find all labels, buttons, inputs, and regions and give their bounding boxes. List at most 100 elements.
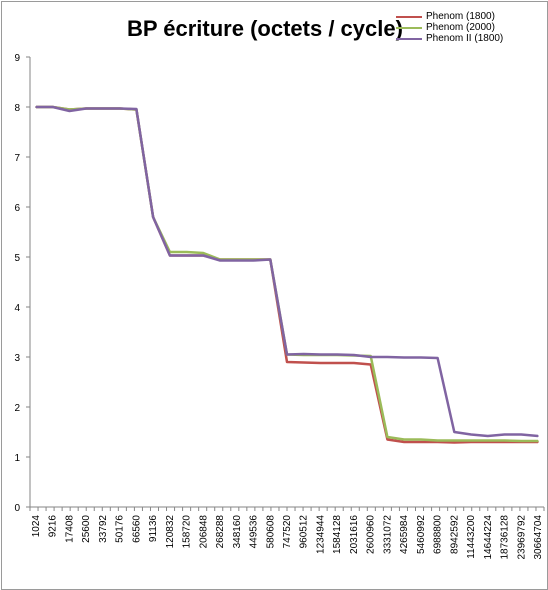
y-tick-label: 2 xyxy=(14,403,20,414)
legend-swatch-phenom-1800 xyxy=(396,16,422,18)
x-tick-label: 17408 xyxy=(64,515,75,543)
x-tick-label: 2031616 xyxy=(349,515,360,554)
x-tick-label: 206848 xyxy=(198,515,209,549)
data-point xyxy=(403,356,405,359)
data-point xyxy=(470,433,472,436)
data-point xyxy=(202,252,205,254)
legend-label-phenom-1800: Phenom (1800) xyxy=(426,11,495,22)
x-tick-label: 9216 xyxy=(48,515,59,538)
legend-label-phenom-ii-1800: Phenom II (1800) xyxy=(426,33,504,44)
legend-label-phenom-2000: Phenom (2000) xyxy=(426,22,495,33)
x-tick-label: 30664704 xyxy=(533,515,544,560)
data-point xyxy=(420,356,422,359)
x-tick-label: 50176 xyxy=(115,515,126,543)
data-point xyxy=(420,438,422,441)
series-0 xyxy=(35,105,539,444)
data-point xyxy=(520,433,523,436)
data-point xyxy=(537,440,539,442)
x-tick-label: 4265984 xyxy=(399,515,410,554)
data-point xyxy=(369,356,372,358)
series-1 xyxy=(35,105,539,443)
x-tick-label: 1234944 xyxy=(315,515,326,554)
data-point xyxy=(302,361,305,364)
x-tick-label: 14644224 xyxy=(483,515,494,560)
y-tick-label: 5 xyxy=(14,253,20,264)
data-point xyxy=(470,439,472,442)
y-tick-label: 1 xyxy=(14,453,20,464)
x-tick-label: 33792 xyxy=(98,515,109,543)
series-layer xyxy=(35,105,539,444)
data-point xyxy=(453,431,456,433)
legend-swatch-phenom-2000 xyxy=(396,27,422,29)
data-point xyxy=(135,108,138,110)
data-point xyxy=(403,441,405,443)
data-point xyxy=(453,441,456,444)
data-point xyxy=(252,259,255,262)
x-tick-label: 580608 xyxy=(265,515,276,549)
data-point xyxy=(436,357,439,359)
data-point xyxy=(403,438,405,441)
y-tick-label: 8 xyxy=(14,103,20,114)
x-tick-label: 1024 xyxy=(31,515,42,538)
data-point xyxy=(369,363,372,366)
data-point xyxy=(336,353,339,356)
series-2 xyxy=(35,105,539,438)
x-tick-label: 5460992 xyxy=(416,515,427,554)
x-tick-label: 25600 xyxy=(81,515,92,543)
chart-title: BP écriture (octets / cycle) xyxy=(127,16,403,41)
x-tick-label: 18736128 xyxy=(500,515,511,560)
data-point xyxy=(185,254,188,257)
data-point xyxy=(302,353,305,355)
x-tick-label: 960512 xyxy=(299,515,310,549)
data-point xyxy=(353,354,355,356)
data-point xyxy=(319,353,322,356)
x-tick-label: 66560 xyxy=(131,515,142,543)
data-point xyxy=(102,107,104,110)
data-point xyxy=(336,362,339,364)
data-point xyxy=(386,356,389,358)
x-tick-label: 2600960 xyxy=(366,515,377,554)
data-point xyxy=(286,353,288,356)
data-point xyxy=(386,438,389,441)
data-point xyxy=(537,435,539,437)
x-tick-label: 23969792 xyxy=(516,515,527,560)
data-point xyxy=(436,439,439,442)
x-tick-label: 268288 xyxy=(215,515,226,549)
data-point xyxy=(386,436,389,438)
y-tick-label: 4 xyxy=(14,303,20,314)
x-tick-label: 3331072 xyxy=(382,515,393,554)
data-point xyxy=(487,439,489,442)
data-point xyxy=(51,106,54,108)
data-point xyxy=(353,362,355,364)
data-point xyxy=(236,259,238,262)
y-tick-label: 0 xyxy=(14,503,20,514)
y-tick-label: 7 xyxy=(14,153,20,164)
series-line xyxy=(36,105,538,444)
data-point xyxy=(319,362,322,364)
data-point xyxy=(286,361,288,363)
axes: 0 1 2 3 4 5 6 7 8 9 1024 9216 17408 25600 33792 50176 66… xyxy=(14,53,545,560)
x-tick-label: 11443200 xyxy=(466,515,477,559)
data-point xyxy=(503,433,506,436)
data-point xyxy=(35,106,37,108)
series-line xyxy=(36,105,539,438)
data-point xyxy=(420,441,422,443)
x-tick-label: 120832 xyxy=(165,515,176,549)
data-point xyxy=(453,439,456,442)
x-tick-label: 747520 xyxy=(282,515,293,549)
x-tick-label: 158720 xyxy=(182,515,193,549)
x-tick-label: 91136 xyxy=(148,515,159,543)
legend-swatch-phenom-ii-1800 xyxy=(396,38,422,40)
x-tick-label: 449536 xyxy=(249,515,260,549)
x-tick-label: 1584128 xyxy=(332,515,343,554)
series-line xyxy=(36,105,538,443)
data-point xyxy=(487,435,489,437)
x-tick-label: 6988800 xyxy=(433,515,444,554)
data-point xyxy=(118,107,121,110)
data-point xyxy=(202,254,205,257)
data-point xyxy=(520,440,523,442)
data-point xyxy=(185,251,188,253)
data-point xyxy=(269,258,272,261)
x-tick-label: 8942592 xyxy=(449,515,460,554)
